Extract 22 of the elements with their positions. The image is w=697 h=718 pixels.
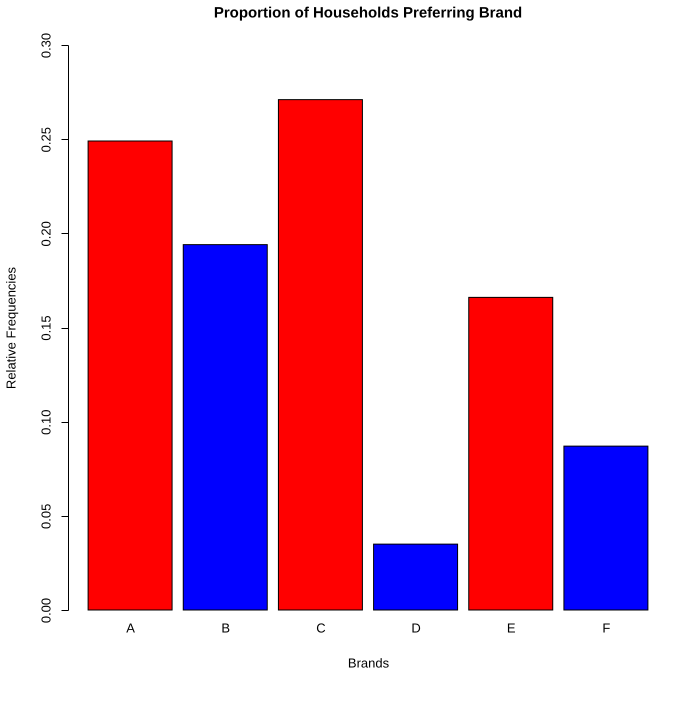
y-tick-label: 0.10: [38, 410, 54, 435]
bar: [563, 446, 648, 610]
y-axis-title: Relative Frequencies: [4, 266, 18, 390]
y-tick-label: 0.15: [38, 315, 54, 341]
bar: [373, 544, 458, 610]
x-tick-label: F: [602, 620, 610, 636]
y-tick-label: 0.25: [38, 127, 54, 152]
chart-title: Proportion of Households Preferring Brand: [214, 4, 522, 22]
x-tick-label: B: [221, 620, 230, 636]
x-axis-title: Brands: [348, 656, 390, 670]
bar: [468, 296, 554, 610]
y-tick-label: 0.00: [38, 598, 54, 624]
bar: [182, 244, 268, 610]
x-tick-label: E: [506, 620, 516, 636]
y-tick-label: 0.05: [38, 504, 54, 529]
bar: [88, 140, 173, 610]
x-tick-label: A: [126, 620, 136, 636]
y-tick-label: 0.20: [38, 221, 54, 246]
x-tick-label: D: [411, 620, 421, 636]
x-tick-label: C: [316, 620, 326, 636]
bar: [278, 99, 363, 610]
y-tick-label: 0.30: [38, 32, 54, 58]
